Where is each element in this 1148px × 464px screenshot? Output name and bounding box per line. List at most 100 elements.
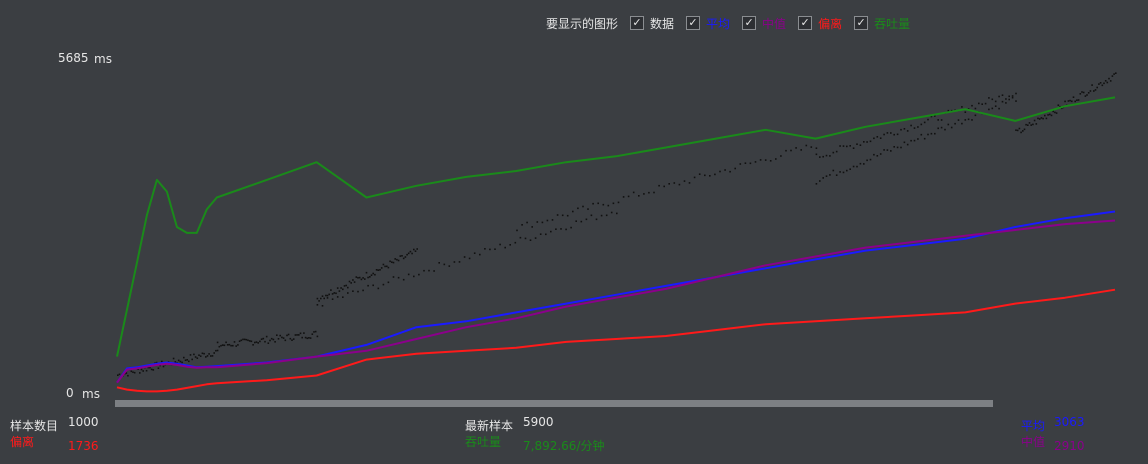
data-point	[269, 339, 271, 342]
data-point	[188, 360, 190, 363]
data-point	[1005, 98, 1007, 100]
data-point	[172, 357, 175, 360]
data-point	[242, 338, 244, 341]
data-point	[194, 356, 197, 358]
data-point	[308, 337, 310, 339]
data-point	[152, 369, 155, 371]
data-point	[785, 149, 787, 152]
data-point	[1015, 100, 1017, 102]
data-point	[978, 102, 980, 105]
data-point	[545, 233, 547, 236]
data-point	[961, 106, 963, 108]
data-point	[1076, 99, 1078, 101]
data-point	[819, 156, 821, 158]
data-point	[876, 136, 879, 138]
legend-item-deviation[interactable]: ✓ 偏离	[798, 15, 842, 32]
data-point	[418, 273, 420, 276]
legend-item-median[interactable]: ✓ 中值	[742, 15, 786, 32]
data-point	[832, 169, 835, 172]
data-point	[196, 357, 199, 359]
checkbox-data[interactable]: ✓	[630, 16, 645, 30]
legend-item-throughput[interactable]: ✓ 吞吐量	[854, 15, 910, 32]
average-label: 平均	[1021, 419, 1046, 433]
data-point	[326, 297, 329, 299]
data-point	[382, 263, 385, 266]
data-point	[509, 244, 511, 246]
data-point	[413, 248, 415, 251]
data-point	[355, 276, 358, 278]
legend-label-median: 中值	[762, 16, 787, 31]
data-point	[391, 261, 393, 263]
data-point	[320, 297, 322, 300]
data-point	[1081, 91, 1083, 93]
data-point	[886, 149, 889, 151]
data-point	[254, 341, 256, 344]
data-point	[309, 337, 312, 339]
data-point	[1108, 77, 1110, 80]
data-point	[494, 248, 496, 250]
data-point	[917, 126, 919, 128]
data-point	[484, 248, 486, 250]
data-point	[815, 153, 818, 156]
data-point	[333, 292, 336, 294]
data-point	[582, 205, 584, 208]
data-point	[1045, 117, 1048, 120]
data-point	[714, 173, 716, 176]
legend-item-data[interactable]: ✓ 数据	[630, 15, 674, 32]
data-point	[118, 373, 121, 376]
data-point	[1001, 94, 1004, 96]
data-point	[927, 133, 929, 136]
data-point	[923, 121, 926, 124]
data-point	[150, 368, 153, 371]
data-point	[357, 277, 359, 279]
data-point	[316, 335, 319, 338]
data-point	[1064, 100, 1066, 103]
data-point	[292, 338, 295, 340]
data-point	[627, 195, 630, 198]
data-point	[259, 340, 261, 343]
data-point	[1015, 92, 1017, 95]
average-value: 3063	[1054, 415, 1085, 429]
checkbox-average[interactable]: ✓	[686, 16, 701, 30]
legend-item-average[interactable]: ✓ 平均	[686, 15, 730, 32]
data-point	[1094, 89, 1097, 91]
series-line-2	[116, 288, 1116, 393]
data-point	[201, 352, 204, 355]
data-point	[903, 128, 906, 130]
horizontal-scrollbar[interactable]	[115, 400, 993, 407]
checkbox-deviation[interactable]: ✓	[798, 16, 813, 30]
data-point	[832, 151, 835, 154]
data-point	[565, 228, 567, 231]
data-point	[377, 269, 380, 271]
checkbox-throughput[interactable]: ✓	[854, 16, 869, 30]
data-point	[372, 272, 374, 275]
data-point	[1115, 72, 1117, 74]
data-point	[321, 295, 324, 297]
data-point	[181, 361, 183, 364]
data-point	[927, 118, 929, 121]
data-point	[463, 256, 466, 258]
data-point	[1044, 114, 1046, 117]
data-point	[572, 210, 574, 213]
data-point	[587, 208, 589, 210]
data-point	[323, 297, 325, 300]
data-point	[225, 341, 227, 344]
data-point	[402, 257, 405, 260]
data-point	[1022, 130, 1024, 132]
data-point	[940, 119, 943, 121]
data-point	[967, 118, 970, 121]
checkbox-median[interactable]: ✓	[742, 16, 757, 30]
samples-value: 1000	[68, 415, 99, 429]
data-point	[499, 243, 501, 246]
data-point	[1038, 118, 1041, 120]
data-point	[267, 342, 270, 344]
data-point	[1001, 100, 1004, 103]
data-point	[147, 366, 149, 369]
data-point	[311, 333, 314, 335]
data-point	[161, 360, 163, 363]
data-point	[566, 214, 569, 217]
data-point	[1015, 129, 1017, 131]
data-point	[810, 146, 813, 148]
data-point	[149, 366, 151, 369]
data-point	[468, 257, 471, 260]
